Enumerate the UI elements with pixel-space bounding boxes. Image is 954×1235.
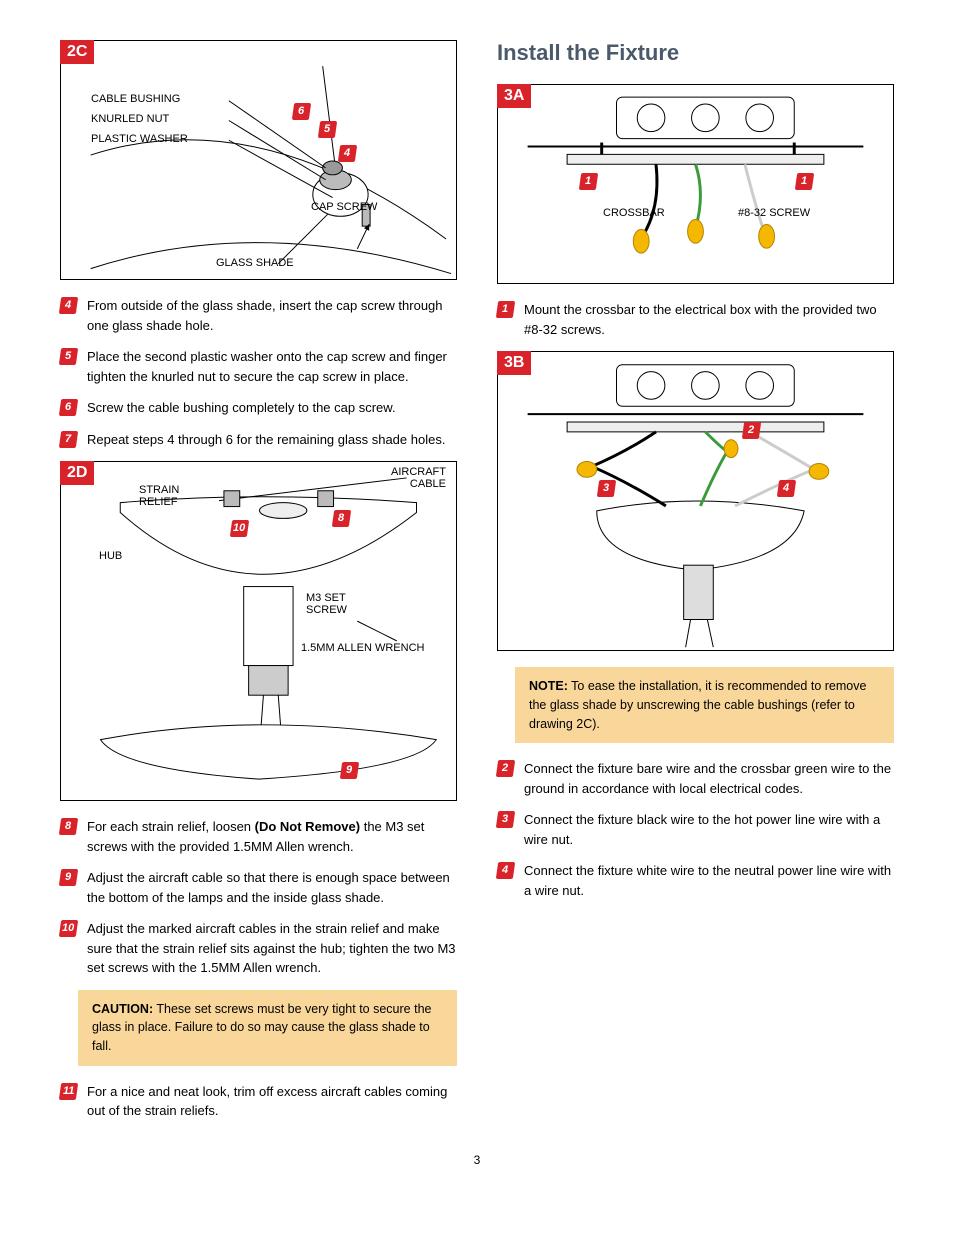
callout-knurled-nut: KNURLED NUT [91, 113, 169, 125]
figure-label-3b: 3B [497, 351, 531, 375]
step-marker-3b-4: 4 [496, 862, 515, 879]
left-column: 2C CABLE BUSHING [60, 40, 457, 1133]
step-6: 6 Screw the cable bushing completely to … [60, 398, 457, 418]
diagram-3b-svg [498, 352, 893, 650]
step-10: 10 Adjust the marked aircraft cables in … [60, 919, 457, 978]
step-3b-3: 3 Connect the fixture black wire to the … [497, 810, 894, 849]
step-marker-3b-2: 2 [496, 760, 515, 777]
step-3b-4: 4 Connect the fixture white wire to the … [497, 861, 894, 900]
figure-label-3a: 3A [497, 84, 531, 108]
callout-m3-set-screw: M3 SET SCREW [306, 592, 347, 616]
callout-screw: #8-32 SCREW [738, 207, 810, 219]
step-marker-7: 7 [59, 431, 78, 448]
step-3b-2: 2 Connect the fixture bare wire and the … [497, 759, 894, 798]
step-marker-8: 8 [59, 818, 78, 835]
section-title: Install the Fixture [497, 40, 894, 66]
step-marker-11: 11 [59, 1083, 78, 1100]
step-4: 4 From outside of the glass shade, inser… [60, 296, 457, 335]
step-list-2d: 8 For each strain relief, loosen (Do Not… [60, 817, 457, 978]
step-7: 7 Repeat steps 4 through 6 for the remai… [60, 430, 457, 450]
step-5: 5 Place the second plastic washer onto t… [60, 347, 457, 386]
figure-3a: 3A 1 [497, 84, 894, 284]
callout-glass-shade: GLASS SHADE [216, 257, 294, 269]
diagram-2d-svg [61, 462, 456, 800]
callout-strain-relief: STRAIN RELIEF [139, 484, 179, 508]
step-list-2c: 4 From outside of the glass shade, inser… [60, 296, 457, 449]
figure-label-2d: 2D [60, 461, 94, 485]
diagram-2c-svg [61, 41, 456, 279]
figure-2d: 2D STRAIN RELIEF AIRCRAFT CABLE [60, 461, 457, 801]
callout-cable-bushing: CABLE BUSHING [91, 93, 180, 105]
step-9: 9 Adjust the aircraft cable so that ther… [60, 868, 457, 907]
callout-plastic-washer: PLASTIC WASHER [91, 133, 188, 145]
callout-allen-wrench: 1.5MM ALLEN WRENCH [301, 642, 424, 654]
figure-2c: 2C CABLE BUSHING [60, 40, 457, 280]
step-marker-5: 5 [59, 348, 78, 365]
step-marker-6: 6 [59, 399, 78, 416]
step-list-3b: 2 Connect the fixture bare wire and the … [497, 759, 894, 900]
step-3a-1: 1 Mount the crossbar to the electrical b… [497, 300, 894, 339]
step-8: 8 For each strain relief, loosen (Do Not… [60, 817, 457, 856]
step-11: 11 For a nice and neat look, trim off ex… [60, 1082, 457, 1121]
callout-cap-screw: CAP SCREW [311, 201, 377, 213]
diagram-3a-svg [498, 85, 893, 283]
caution-box: CAUTION: These set screws must be very t… [78, 990, 457, 1066]
callout-crossbar: CROSSBAR [603, 207, 665, 219]
note-box: NOTE: To ease the installation, it is re… [515, 667, 894, 743]
right-column: Install the Fixture 3A [497, 40, 894, 1133]
step-marker-10: 10 [59, 920, 78, 937]
step-marker-3a-1: 1 [496, 301, 515, 318]
callout-hub: HUB [99, 550, 122, 562]
figure-label-2c: 2C [60, 40, 94, 64]
step-marker-4: 4 [59, 297, 78, 314]
step-marker-3b-3: 3 [496, 811, 515, 828]
step-marker-9: 9 [59, 869, 78, 886]
callout-aircraft-cable: AIRCRAFT CABLE [391, 466, 446, 490]
figure-3b: 3B [497, 351, 894, 651]
page-number: 3 [60, 1153, 894, 1167]
